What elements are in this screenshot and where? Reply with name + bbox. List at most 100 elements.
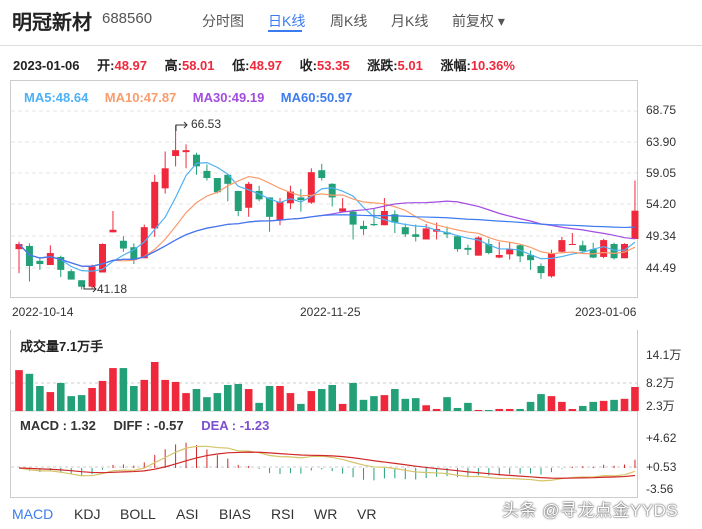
candle-body — [443, 232, 451, 235]
candle-body — [349, 211, 357, 225]
volume-tick: 2.3万 — [646, 399, 675, 413]
volume-bar — [213, 393, 222, 411]
change-value: 5.01 — [397, 58, 423, 73]
volume-bar — [67, 396, 75, 411]
candle-body — [600, 240, 608, 257]
candle-body — [119, 240, 127, 249]
min-price-annotation: 41.18 — [97, 282, 128, 296]
candle-body — [568, 243, 576, 245]
ma5-line — [18, 161, 636, 272]
candle-body — [579, 245, 587, 252]
volume-bar — [599, 400, 608, 411]
price-tick: 54.20 — [646, 197, 677, 211]
ma5-legend: MA5:48.64 — [24, 90, 89, 105]
indicator-tab-wr[interactable]: WR — [314, 506, 338, 522]
volume-bar — [589, 401, 597, 411]
volume-label: 成交量7.1万手 — [20, 339, 104, 354]
volume-tick: 8.2万 — [646, 376, 675, 390]
indicator-tab-asi[interactable]: ASI — [176, 506, 199, 522]
ma60-line — [18, 214, 635, 267]
candle-body — [130, 247, 138, 261]
volume-bar — [380, 395, 389, 411]
indicator-tab-macd[interactable]: MACD — [12, 506, 54, 522]
tab-monthly-k[interactable]: 月K线 — [391, 13, 429, 29]
ma60-legend: MA60:50.97 — [280, 90, 353, 105]
indicator-tab-kdj[interactable]: KDJ — [74, 506, 101, 522]
volume-bar — [328, 384, 336, 411]
candle-body — [224, 174, 232, 184]
candle-body — [99, 243, 107, 273]
tab-daily-k[interactable]: 日K线 — [268, 13, 306, 29]
indicator-tab-vr[interactable]: VR — [357, 506, 377, 522]
volume-bar — [77, 395, 86, 411]
indicator-tab-boll[interactable]: BOLL — [120, 506, 156, 522]
dea-line — [18, 451, 636, 479]
tab-intraday[interactable]: 分时图 — [202, 13, 244, 29]
macd-tick: -3.56 — [646, 482, 674, 496]
candle-body — [140, 227, 148, 259]
max-price-annotation: 66.53 — [191, 117, 222, 131]
indicator-tab-rsi[interactable]: RSI — [271, 506, 295, 522]
quote-info: 2023-01-06 开:48.97 高:58.01 低:48.97 收:53.… — [13, 55, 529, 74]
volume-bar — [453, 407, 462, 411]
volume-bar — [130, 385, 138, 411]
candle-body — [57, 256, 65, 270]
volume-bar — [578, 405, 587, 411]
volume-bar — [610, 399, 618, 411]
candle-body — [161, 168, 169, 189]
candle-body — [192, 154, 200, 167]
watermark: 头条 @寻龙点金YYDS — [502, 501, 679, 520]
candle-body — [328, 183, 336, 198]
candle-body — [464, 247, 472, 250]
price-tick: 59.05 — [646, 166, 677, 180]
volume-bar — [88, 388, 96, 411]
price-tick: 44.49 — [646, 261, 677, 275]
candle-body — [547, 253, 555, 277]
candle-body — [36, 260, 44, 265]
stock-name: 明冠新材 — [12, 12, 92, 34]
close-value: 53.35 — [317, 58, 350, 73]
volume-bar — [411, 398, 420, 411]
volume-bar — [464, 402, 472, 411]
volume-bar — [317, 389, 326, 411]
candle-body — [182, 150, 190, 153]
candle-body — [203, 170, 211, 179]
volume-bar — [422, 405, 430, 411]
candle-body — [297, 197, 305, 201]
candle-body — [255, 190, 263, 200]
active-tab-indicator — [268, 30, 302, 32]
date-tick: 2023-01-06 — [575, 305, 637, 319]
candle-body — [15, 243, 23, 250]
volume-bar — [631, 387, 639, 411]
candle-body — [474, 237, 482, 256]
volume-bar — [558, 401, 566, 411]
candle-body — [266, 197, 274, 217]
candle-body — [610, 243, 618, 259]
price-tick: 63.90 — [646, 135, 677, 149]
candle-body — [360, 225, 368, 230]
volume-bar — [297, 403, 305, 411]
candle-body — [401, 227, 409, 235]
volume-bar — [109, 368, 117, 411]
volume-bar — [140, 379, 149, 411]
tab-weekly-k[interactable]: 周K线 — [330, 13, 368, 29]
candle-body — [172, 150, 180, 157]
macd-value: MACD : 1.32 — [20, 418, 96, 433]
macd-tick: +4.62 — [646, 431, 677, 445]
volume-bar — [568, 408, 577, 411]
adjust-dropdown[interactable]: 前复权 ▾ — [452, 13, 505, 29]
stock-code: 688560 — [102, 10, 153, 27]
volume-bar — [161, 379, 169, 411]
candle-body — [339, 208, 347, 212]
candle-body — [213, 178, 221, 193]
indicator-tab-bias[interactable]: BIAS — [219, 506, 251, 522]
volume-bar — [516, 408, 524, 411]
candle-body — [245, 183, 253, 208]
diff-line — [18, 445, 636, 482]
macd-tick: +0.53 — [646, 460, 677, 474]
candle-body — [88, 266, 96, 287]
open-value: 48.97 — [114, 58, 148, 73]
ma30-line — [18, 200, 636, 267]
volume-bar — [537, 394, 545, 411]
